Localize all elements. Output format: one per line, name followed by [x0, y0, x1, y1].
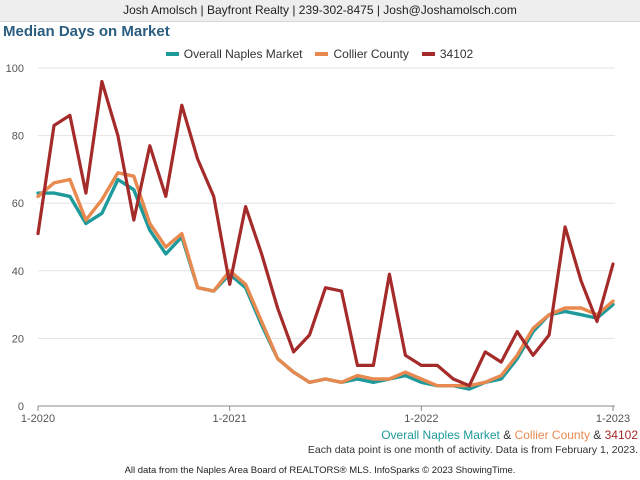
subtitle-collier: Collier County [514, 428, 590, 442]
chart-legend: Overall Naples Market Collier County 341… [0, 45, 640, 63]
x-tick-label: 1-2023 [596, 413, 630, 425]
series-subtitle: Overall Naples Market & Collier County &… [381, 428, 638, 442]
header-contact: Josh Amolsch | Bayfront Realty | 239-302… [0, 0, 640, 22]
y-tick-label: 0 [18, 401, 24, 413]
x-tick-label: 1-2020 [21, 413, 55, 425]
x-tick-label: 1-2022 [404, 413, 438, 425]
chart-title: Median Days on Market [3, 23, 170, 40]
subtitle-34102: 34102 [604, 428, 638, 442]
footer-source: All data from the Naples Area Board of R… [124, 465, 516, 476]
legend-item-34102: 34102 [421, 47, 474, 61]
legend-label-collier: Collier County [333, 47, 409, 61]
y-tick-label: 20 [12, 333, 24, 345]
x-tick-label: 1-2021 [213, 413, 247, 425]
subtitle-amp-1: & [499, 428, 515, 442]
data-note: Each data point is one month of activity… [307, 444, 638, 456]
subtitle-naples: Overall Naples Market [381, 428, 500, 442]
legend-swatch-naples [165, 52, 179, 56]
legend-label-34102: 34102 [439, 47, 474, 61]
legend-swatch-34102 [421, 52, 435, 56]
legend-item-collier: Collier County [315, 47, 409, 61]
legend-swatch-collier [315, 52, 329, 56]
legend-item-naples: Overall Naples Market [165, 47, 303, 61]
series-line-overall-naples-market [36, 177, 615, 391]
y-tick-label: 80 [12, 131, 24, 143]
y-tick-label: 100 [6, 63, 24, 75]
legend-label-naples: Overall Naples Market [183, 47, 303, 61]
subtitle-amp-2: & [589, 428, 605, 442]
y-tick-label: 60 [12, 198, 24, 210]
series-line-34102 [36, 79, 615, 388]
y-tick-label: 40 [12, 266, 24, 278]
series-line-collier-county [36, 171, 615, 388]
